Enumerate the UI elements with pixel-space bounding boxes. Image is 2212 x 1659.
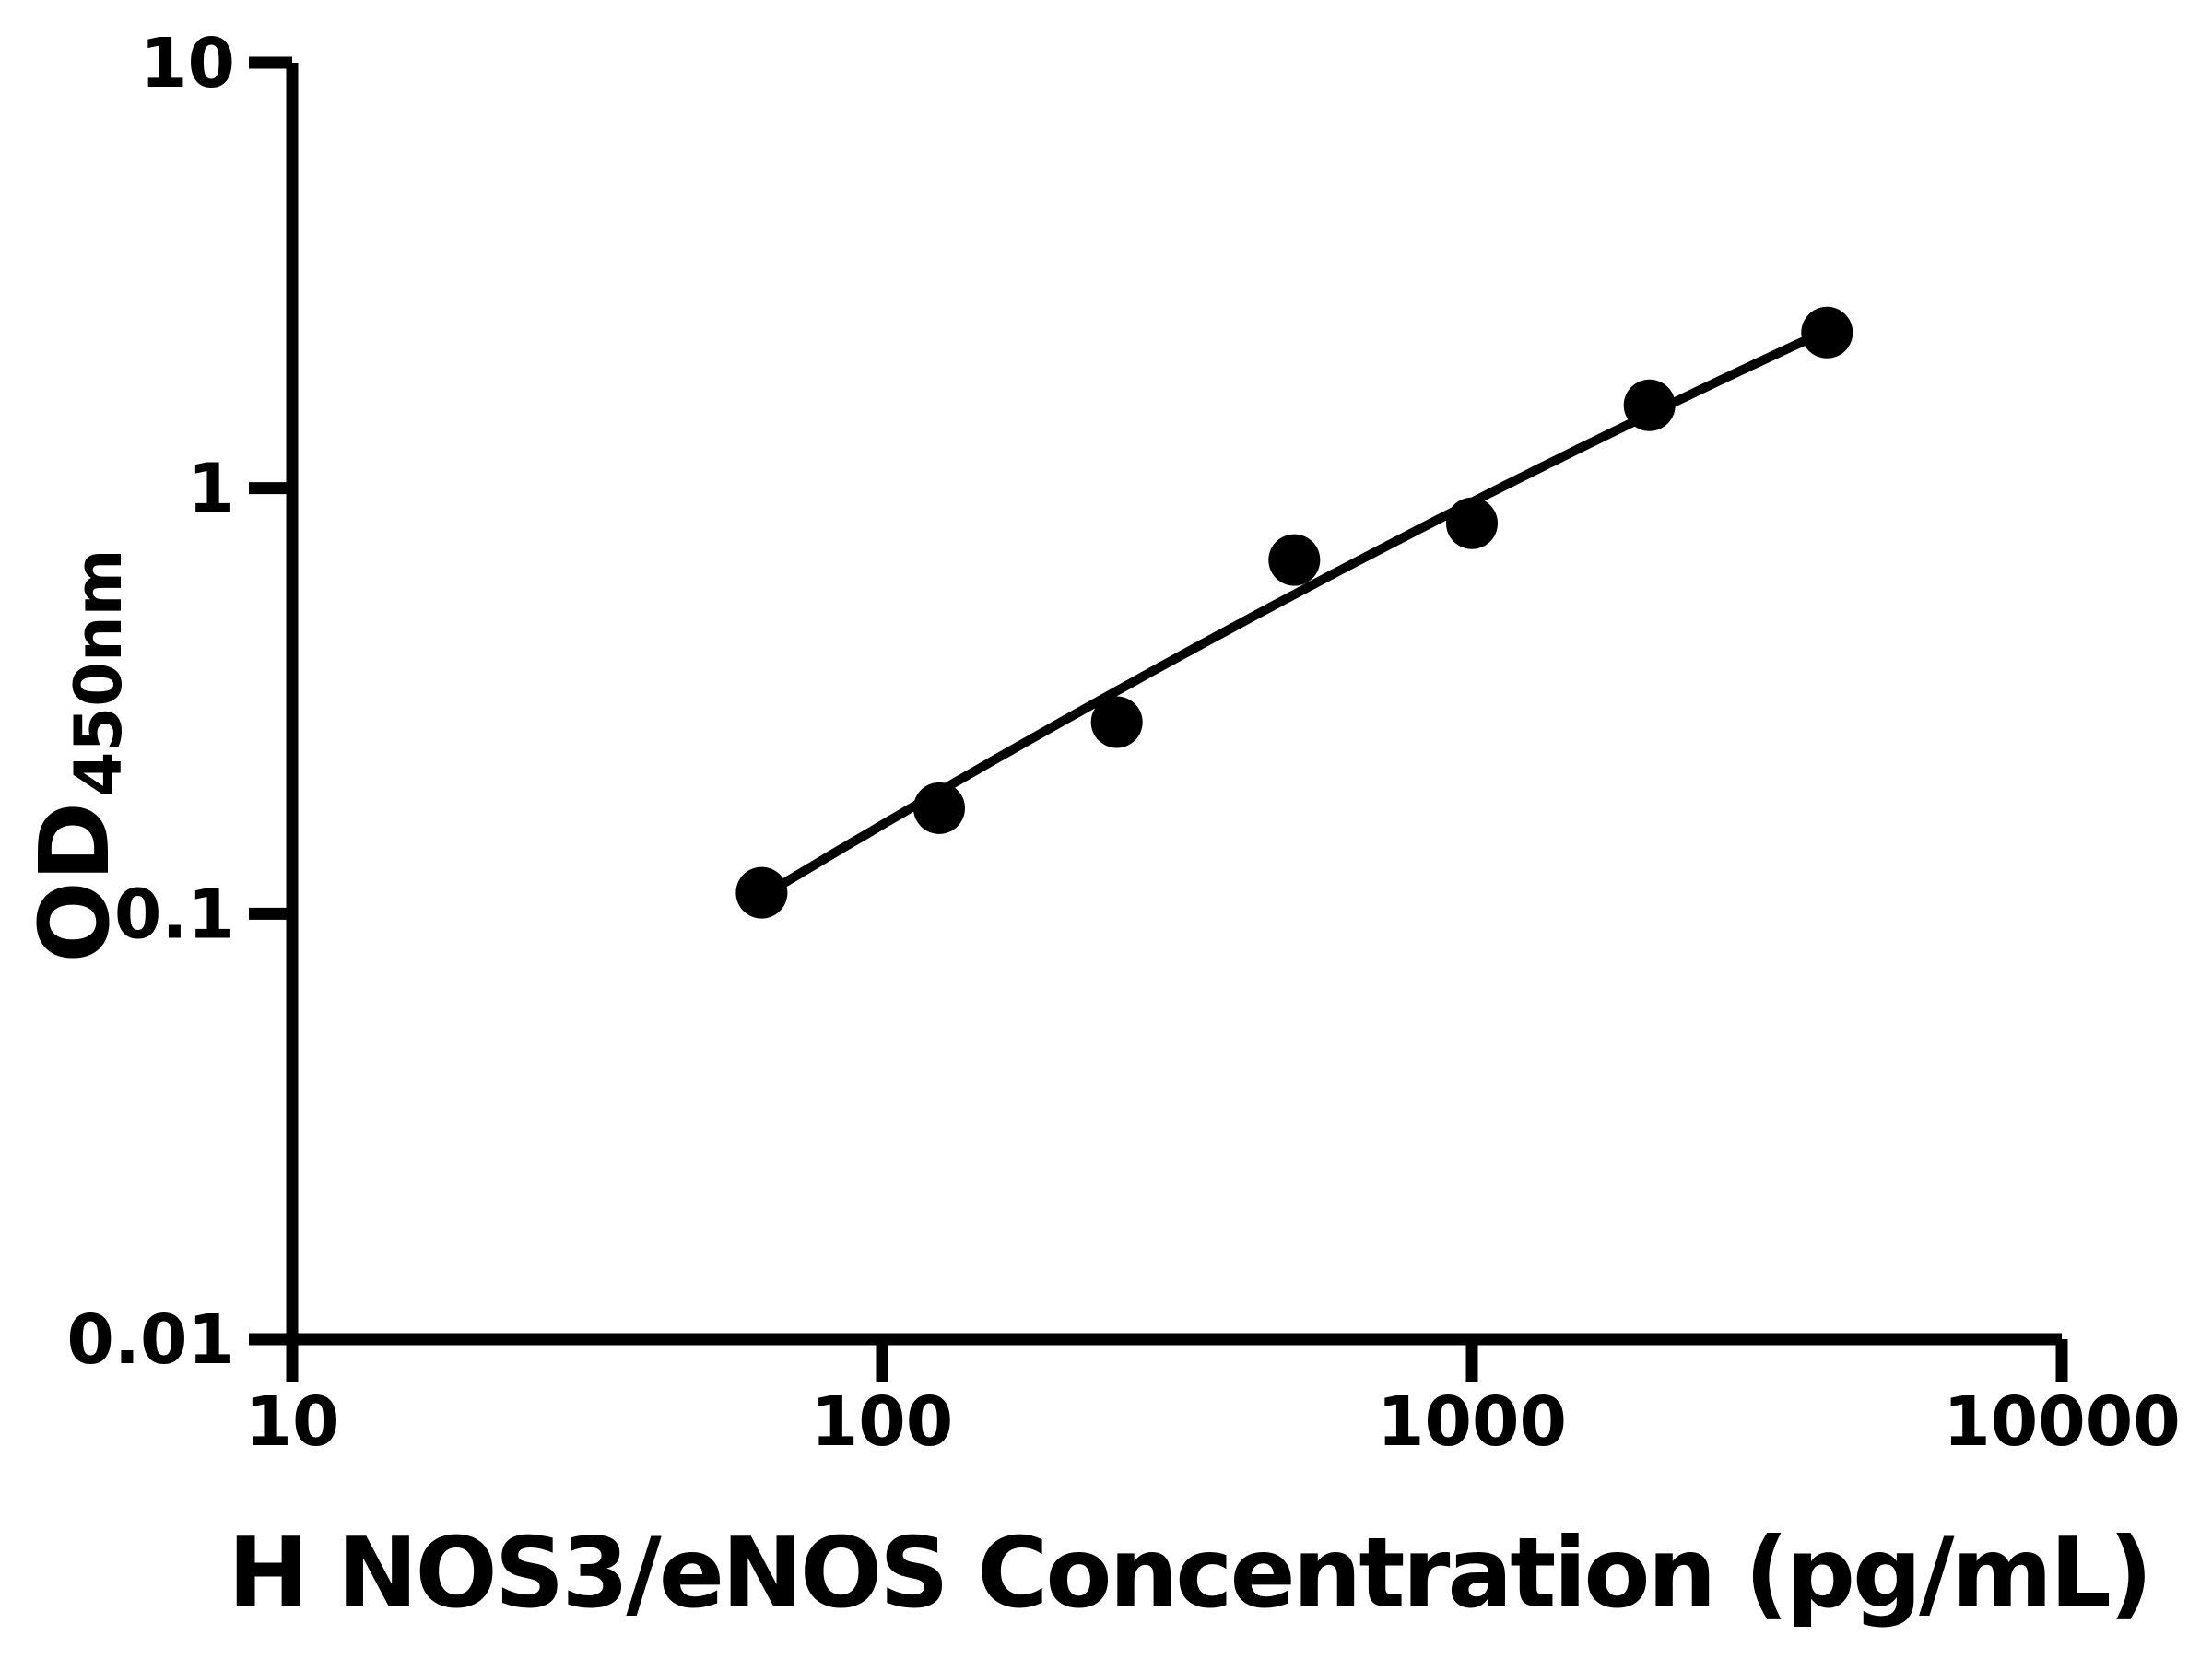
- axis-spine: [286, 63, 2062, 1346]
- y-tick-label: 0.1: [114, 875, 235, 954]
- data-point: [913, 782, 965, 834]
- x-axis-tick-labels: 10 100 1000 10000: [245, 1382, 2181, 1462]
- plot-axes: [249, 56, 2068, 1382]
- data-point: [1446, 497, 1498, 549]
- data-point: [1268, 534, 1321, 586]
- data-point: [1801, 306, 1853, 359]
- y-axis-title-subscript: 450nm: [61, 548, 136, 796]
- x-tick-label: 100: [811, 1382, 953, 1462]
- y-tick-label: 10: [140, 24, 235, 103]
- data-points: [735, 306, 1853, 919]
- y-axis-tick-labels: 10 1 0.1 0.01: [66, 24, 235, 1380]
- y-axis-title-main: OD: [18, 802, 131, 963]
- y-tick-label: 1: [188, 450, 236, 529]
- x-axis-title: H NOS3/eNOS Concentration (pg/mL): [228, 1517, 2150, 1630]
- x-axis-ticks: [286, 1339, 2068, 1382]
- data-point: [1090, 696, 1143, 748]
- y-tick-label: 0.01: [66, 1300, 235, 1380]
- y-axis-ticks: [249, 56, 292, 1346]
- x-tick-label: 10: [245, 1382, 340, 1462]
- data-point: [1623, 379, 1676, 431]
- y-axis-title: OD 450nm: [18, 548, 136, 962]
- x-tick-label: 1000: [1377, 1382, 1567, 1462]
- data-point: [735, 866, 788, 919]
- x-tick-label: 10000: [1943, 1382, 2180, 1462]
